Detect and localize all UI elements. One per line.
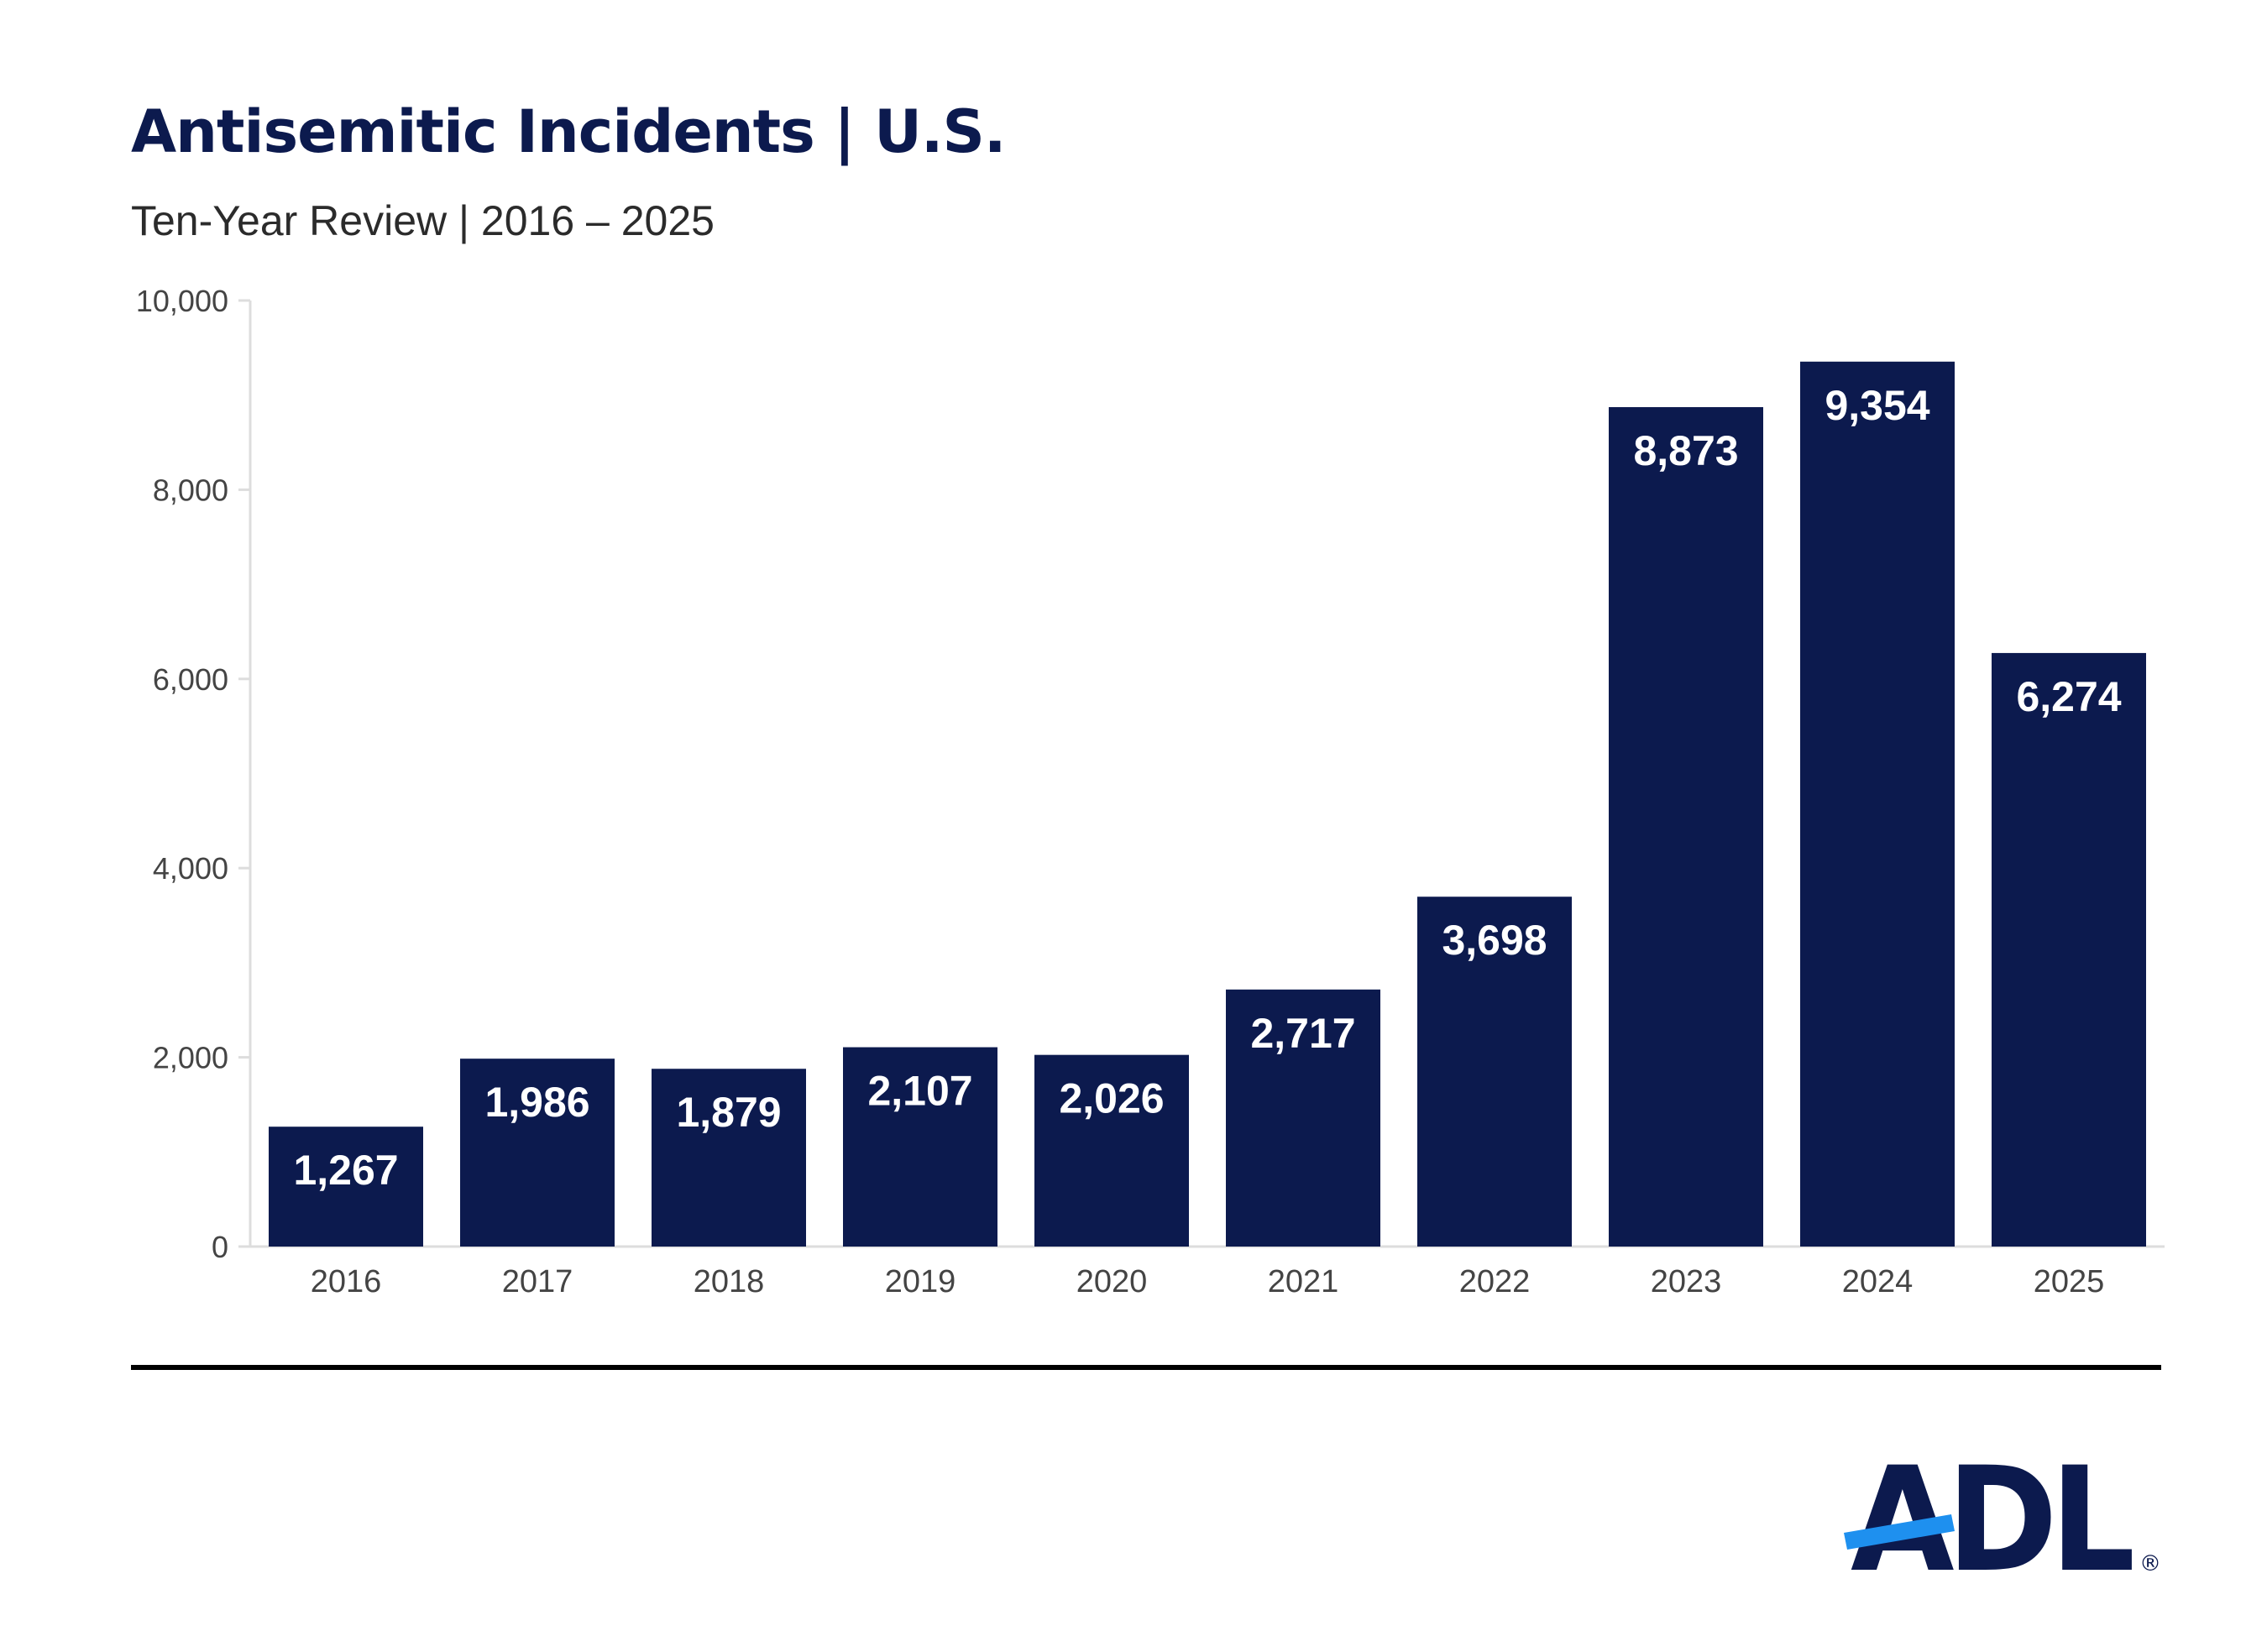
x-tick-label-2020: 2020 xyxy=(1076,1264,1148,1299)
bar-chart: 0 2,000 4,000 6,000 8,000 10,000 1,267 2016 1,98… xyxy=(136,284,2165,1299)
x-tick-label-2024: 2024 xyxy=(1842,1264,1914,1299)
adl-logo-slash xyxy=(1844,1514,1955,1550)
data-label-2018: 1,879 xyxy=(676,1089,781,1136)
bar-2018 xyxy=(652,1069,806,1247)
bar-2019 xyxy=(843,1047,997,1247)
bar-2024 xyxy=(1800,361,1955,1247)
x-tick-label-2019: 2019 xyxy=(885,1264,956,1299)
y-tick-label: 10,000 xyxy=(136,284,228,318)
chart-title: Antisemitic Incidents | U.S. xyxy=(131,97,1007,166)
x-tick-label-2023: 2023 xyxy=(1651,1264,1722,1299)
x-tick-label-2017: 2017 xyxy=(502,1264,573,1299)
data-label-2024: 9,354 xyxy=(1825,382,1929,429)
data-label-2025: 6,274 xyxy=(2016,673,2121,720)
bar-2021 xyxy=(1226,989,1380,1247)
x-tick-label-2022: 2022 xyxy=(1459,1264,1531,1299)
bar-2025 xyxy=(1992,652,2146,1247)
bar-2023 xyxy=(1609,407,1763,1247)
y-tick-label: 2,000 xyxy=(153,1041,228,1075)
bar-2020 xyxy=(1034,1054,1189,1247)
data-label-2019: 2,107 xyxy=(867,1068,972,1115)
y-tick-label: 8,000 xyxy=(153,473,228,507)
data-label-2016: 1,267 xyxy=(293,1147,398,1194)
bar-2022 xyxy=(1417,897,1572,1247)
data-label-2021: 2,717 xyxy=(1250,1010,1355,1057)
x-tick-label-2016: 2016 xyxy=(311,1264,382,1299)
adl-logo-wordmark: ADL xyxy=(1851,1459,2132,1576)
bar-2016 xyxy=(269,1127,423,1247)
chart-subtitle: Ten-Year Review | 2016 – 2025 xyxy=(131,197,715,244)
y-tick-label: 6,000 xyxy=(153,662,228,697)
x-tick-label-2025: 2025 xyxy=(2034,1264,2105,1299)
data-label-2022: 3,698 xyxy=(1442,917,1547,964)
y-tick-label: 4,000 xyxy=(153,851,228,886)
registered-mark: ® xyxy=(2139,1551,2161,1576)
x-tick-label-2021: 2021 xyxy=(1268,1264,1339,1299)
data-label-2020: 2,026 xyxy=(1059,1075,1164,1122)
x-tick-label-2018: 2018 xyxy=(694,1264,765,1299)
data-label-2023: 8,873 xyxy=(1633,427,1738,474)
data-label-2017: 1,986 xyxy=(484,1079,589,1126)
y-tick-label: 0 xyxy=(212,1230,228,1264)
bar-2017 xyxy=(460,1059,615,1247)
footer-divider xyxy=(131,1365,2161,1370)
adl-logo: ADL ® xyxy=(1844,1459,2161,1576)
